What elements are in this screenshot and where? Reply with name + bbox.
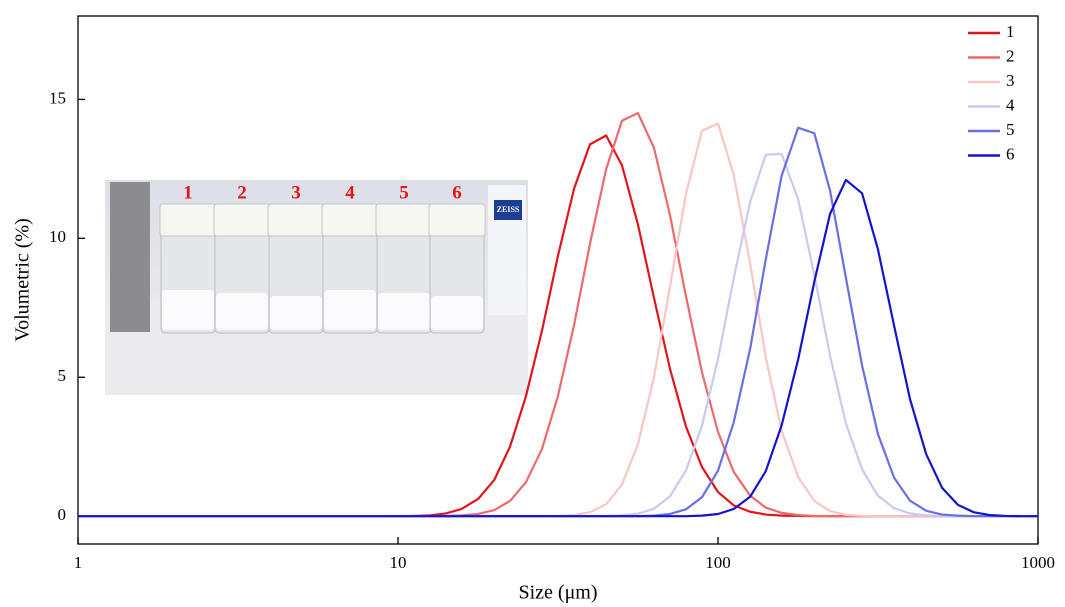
y-tick-label: 5	[58, 366, 67, 385]
powder	[270, 296, 322, 330]
series-line	[78, 178, 1038, 518]
bottle-label: 3	[291, 182, 301, 203]
y-tick-label: 10	[49, 227, 66, 246]
legend-label: 3	[1006, 71, 1015, 90]
legend-label: 5	[1006, 120, 1015, 139]
bottle-label: 1	[183, 182, 193, 203]
cap	[159, 203, 217, 237]
y-tick-label: 0	[58, 505, 67, 524]
x-axis-label: Size (μm)	[518, 582, 597, 604]
powder	[324, 290, 376, 330]
bottle-label: 4	[345, 182, 355, 203]
y-tick-label: 15	[49, 88, 66, 107]
cap	[267, 203, 325, 237]
x-tick-label: 10	[390, 553, 407, 572]
powder	[378, 293, 430, 330]
powder	[162, 290, 214, 330]
legend-label: 4	[1006, 95, 1015, 114]
cap	[428, 203, 486, 237]
bottle-label: 2	[237, 182, 247, 203]
plot-frame	[77, 15, 1039, 545]
x-tick-label: 1	[74, 553, 83, 572]
x-tick-label: 100	[705, 553, 731, 572]
powder	[216, 293, 268, 330]
legend-label: 6	[1006, 144, 1015, 163]
legend-label: 2	[1006, 46, 1015, 65]
x-tick-label: 1000	[1021, 553, 1055, 572]
y-axis-label: Volumetric (%)	[12, 218, 34, 342]
ruler	[110, 182, 150, 332]
bottle-label: 5	[399, 182, 409, 203]
powder	[431, 296, 483, 330]
cap	[213, 203, 271, 237]
brand-box	[494, 200, 522, 220]
bottle-label: 6	[452, 182, 462, 203]
cap	[321, 203, 379, 237]
inset-photo: 1 2 3 4 5 6 ZEISS	[105, 180, 528, 395]
cap	[375, 203, 433, 237]
brand-label: ZEISS	[497, 205, 520, 214]
legend-label: 1	[1006, 22, 1015, 41]
